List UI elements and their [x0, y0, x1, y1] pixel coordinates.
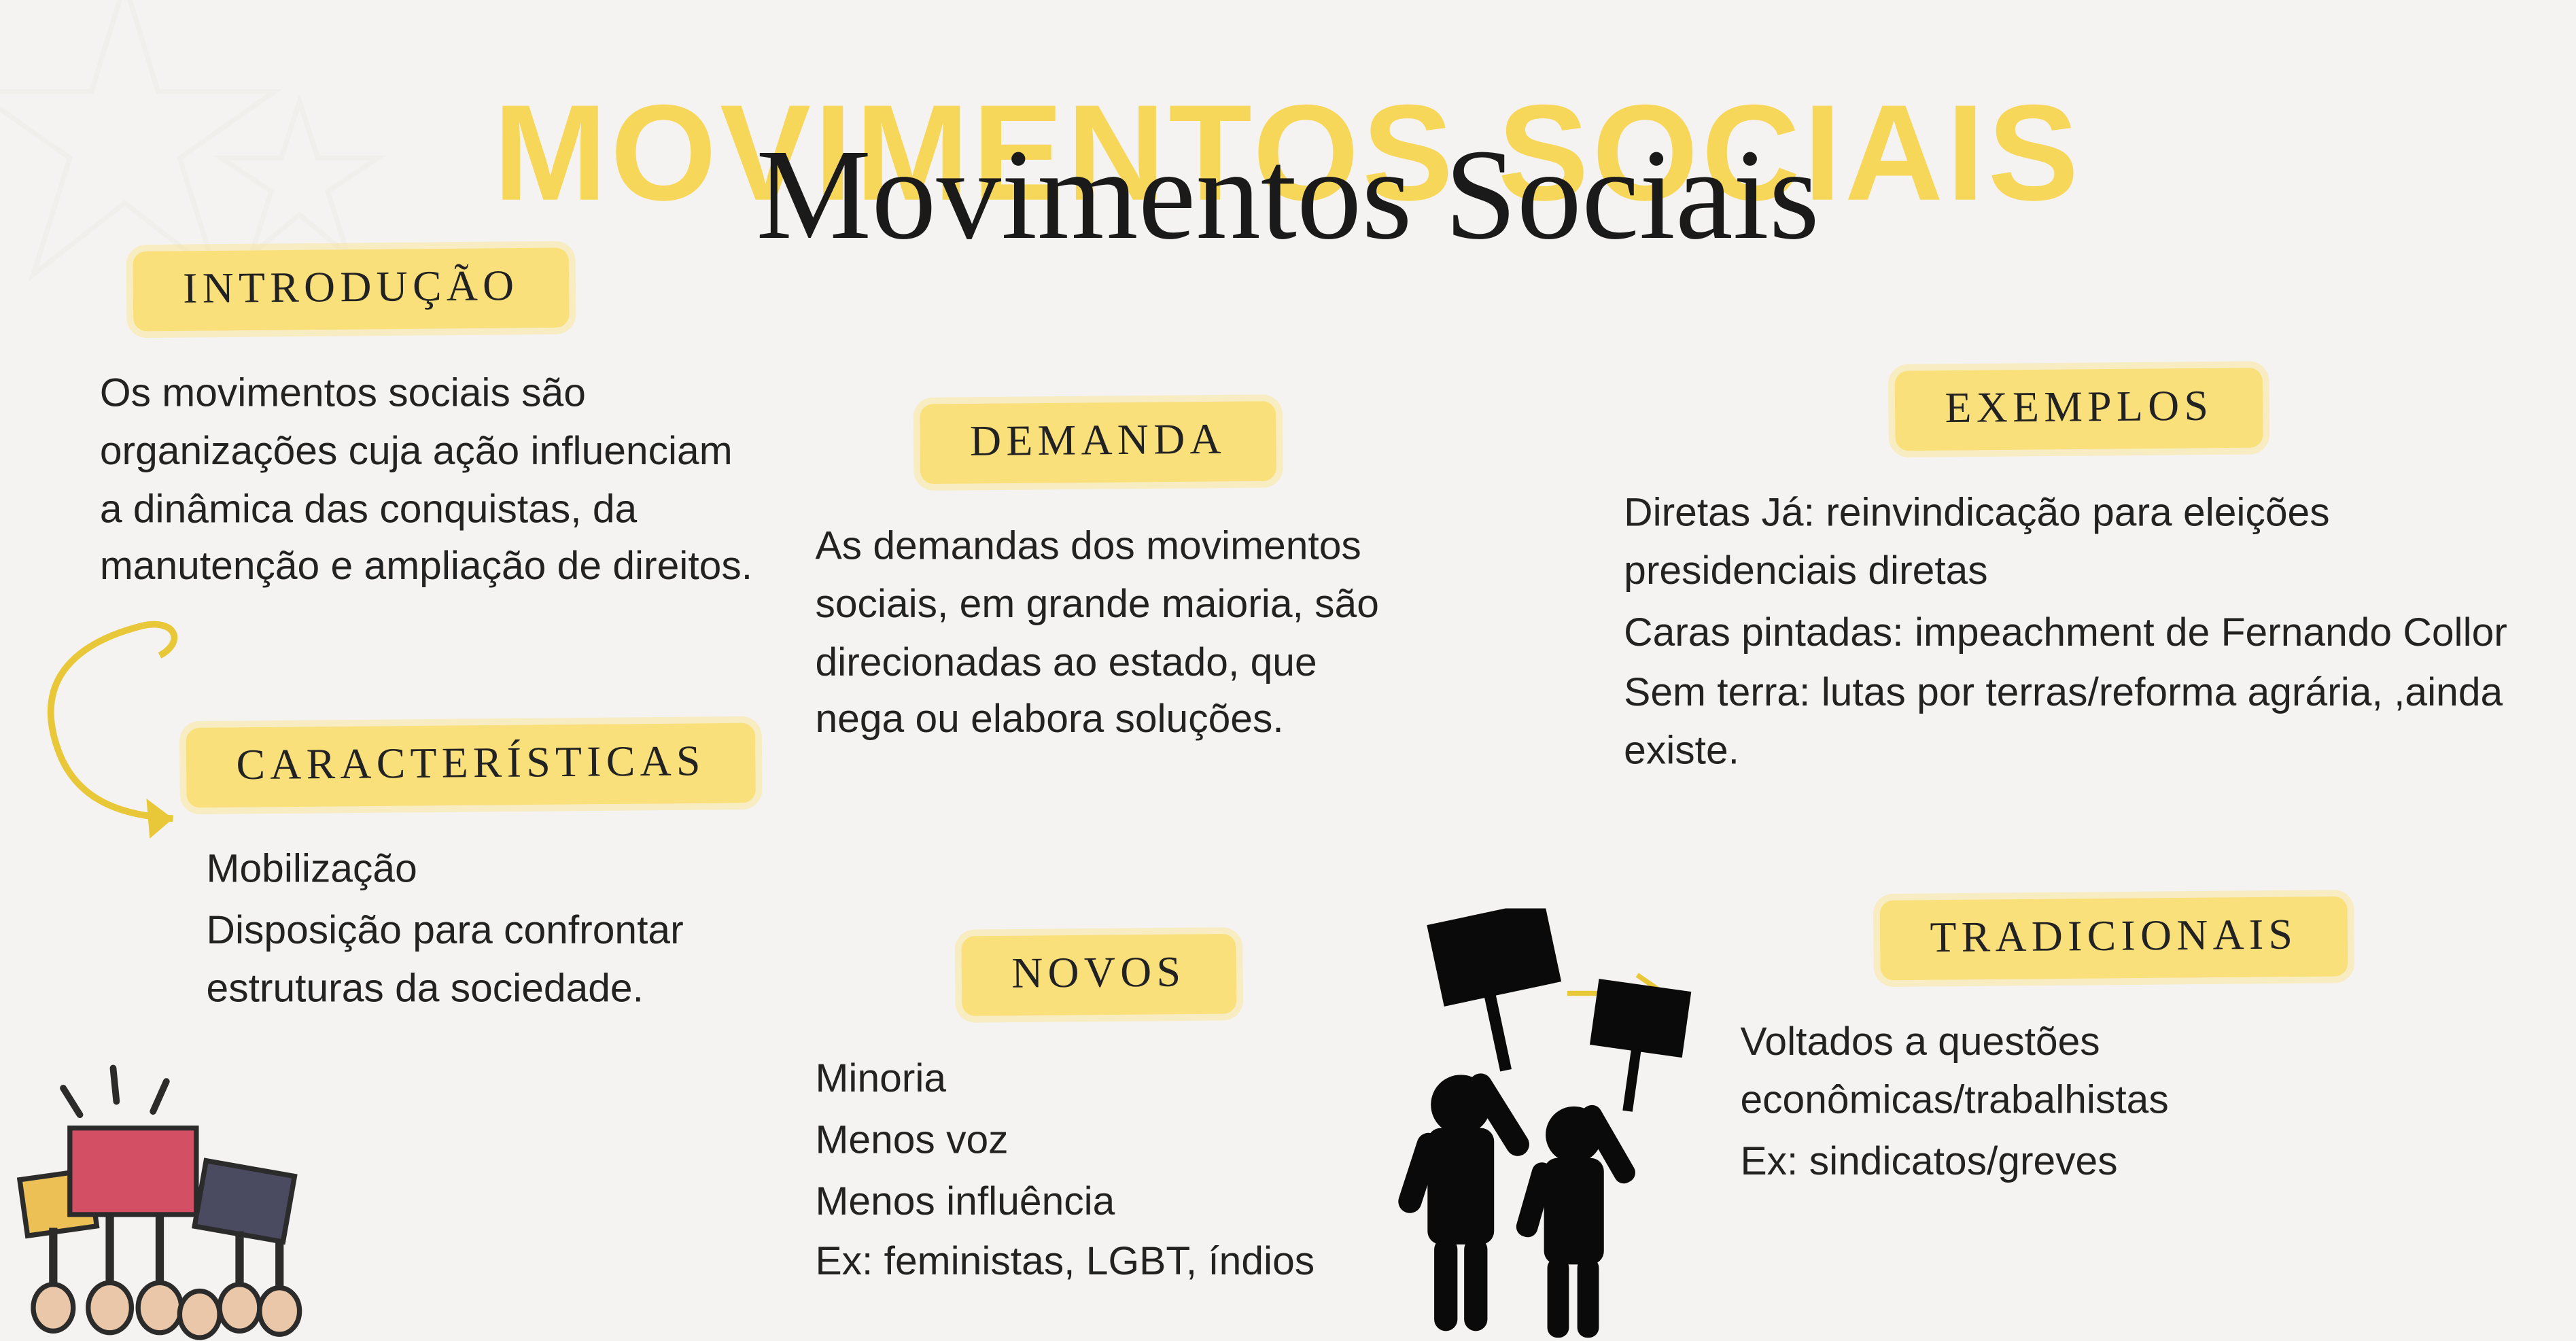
novos-line: Menos voz	[815, 1113, 1380, 1170]
caracteristicas-line: Mobilização	[207, 842, 799, 900]
exemplos-line: Sem terra: lutas por terras/reforma agrá…	[1624, 666, 2545, 782]
infographic-canvas: MOVIMENTOS SOCIAIS Movimentos Sociais IN…	[0, 0, 2575, 1341]
section-tradicionais: TRADICIONAIS Voltados a questões econômi…	[1713, 899, 2512, 1196]
novos-line: Minoria	[815, 1051, 1380, 1109]
intro-body: Os movimentos sociais são organizações c…	[100, 366, 765, 598]
tradicionais-line: Ex: sindicatos/greves	[1740, 1134, 2512, 1191]
caracteristicas-body: Mobilização Disposição para confrontar e…	[167, 842, 799, 1019]
star-decoration-icon	[208, 92, 391, 275]
tradicionais-body: Voltados a questões econômicas/trabalhis…	[1713, 1015, 2512, 1191]
heading-intro: INTRODUÇÃO	[133, 247, 569, 331]
tradicionais-line: Voltados a questões econômicas/trabalhis…	[1740, 1015, 2512, 1130]
protest-figures-icon	[1361, 909, 1710, 1341]
novos-line: Menos influência	[815, 1174, 1380, 1232]
exemplos-line: Caras pintadas: impeachment de Fernando …	[1624, 605, 2545, 663]
protest-hands-icon	[14, 1058, 347, 1341]
heading-demanda: DEMANDA	[920, 401, 1276, 484]
section-caracteristicas: CARACTERÍSTICAS Mobilização Disposição p…	[167, 725, 799, 1022]
novos-line: Ex: feministas, LGBT, índios	[815, 1235, 1380, 1293]
section-demanda: DEMANDA As demandas dos movimentos socia…	[815, 402, 1380, 750]
heading-caracteristicas: CARACTERÍSTICAS	[186, 723, 756, 808]
caracteristicas-line: Disposição para confrontar estruturas da…	[207, 903, 799, 1019]
heading-novos: NOVOS	[961, 934, 1236, 1016]
title-script-text: Movimentos Sociais	[456, 130, 2120, 260]
heading-tradicionais: TRADICIONAIS	[1879, 896, 2348, 980]
heading-exemplos: EXEMPLOS	[1896, 368, 2265, 451]
section-novos: NOVOS Minoria Menos voz Menos influência…	[815, 935, 1380, 1297]
novos-body: Minoria Menos voz Menos influência Ex: f…	[815, 1051, 1380, 1293]
demanda-body: As demandas dos movimentos sociais, em g…	[815, 519, 1380, 751]
exemplos-body: Diretas Já: reinvindicação para eleições…	[1614, 486, 2545, 782]
exemplos-line: Diretas Já: reinvindicação para eleições…	[1624, 486, 2545, 602]
section-intro: INTRODUÇÃO Os movimentos sociais são org…	[100, 249, 765, 597]
section-exemplos: EXEMPLOS Diretas Já: reinvindicação para…	[1614, 369, 2545, 785]
